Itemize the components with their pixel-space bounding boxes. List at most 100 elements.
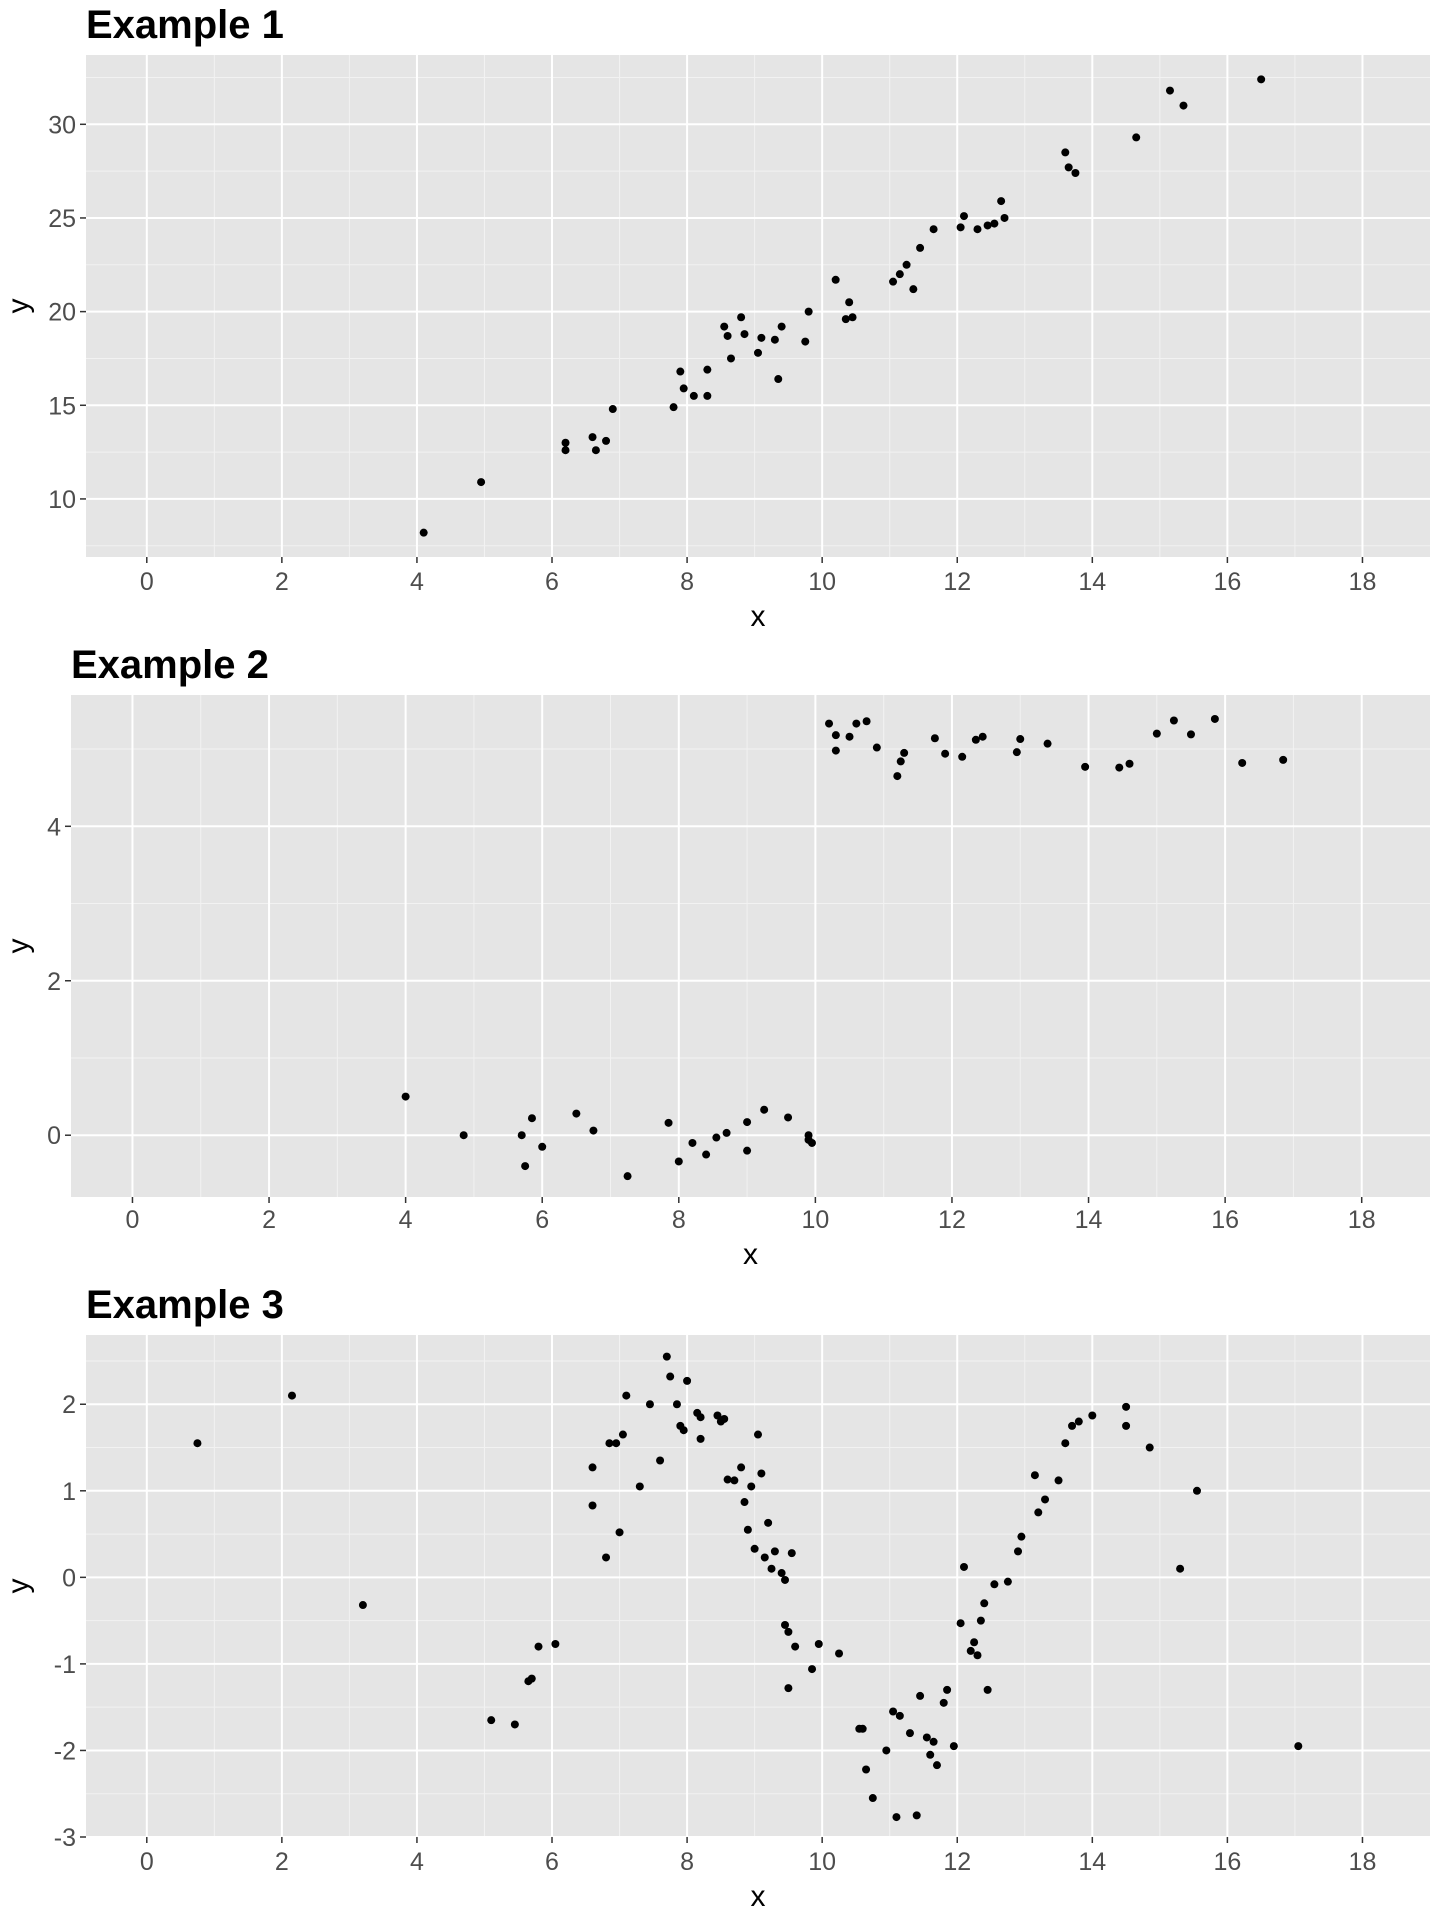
x-tick-label: 0: [140, 568, 154, 596]
y-tick-label: 25: [48, 205, 76, 233]
data-point: [973, 225, 982, 234]
data-point: [1115, 763, 1124, 772]
data-point: [852, 719, 861, 728]
data-point: [1017, 1532, 1026, 1541]
data-point: [534, 1642, 543, 1651]
data-point: [737, 313, 746, 322]
data-point: [845, 732, 854, 741]
data-point: [1012, 748, 1021, 757]
data-point: [720, 1414, 729, 1423]
x-tick-label: 4: [410, 1848, 424, 1876]
data-point: [930, 734, 939, 743]
data-point: [1054, 1476, 1063, 1485]
data-point: [193, 1439, 202, 1448]
data-point: [1132, 133, 1141, 142]
chart-title: Example 1: [86, 3, 284, 47]
data-point: [591, 446, 600, 455]
data-point: [743, 1118, 752, 1127]
data-point: [740, 1498, 749, 1507]
data-point: [770, 335, 779, 344]
data-point: [973, 1651, 982, 1660]
data-point: [862, 717, 871, 726]
data-point: [672, 1400, 681, 1409]
data-point: [902, 260, 911, 269]
data-point: [1125, 759, 1134, 768]
data-point: [841, 315, 850, 324]
data-point: [807, 1138, 816, 1147]
x-tick-label: 18: [1348, 1206, 1376, 1234]
data-point: [916, 243, 925, 252]
data-point: [958, 752, 967, 761]
y-tick-label: 0: [47, 1122, 61, 1150]
data-point: [971, 735, 980, 744]
data-point: [510, 1720, 519, 1729]
data-point: [722, 1128, 731, 1137]
data-point: [922, 1733, 931, 1742]
data-point: [608, 405, 617, 414]
data-point: [949, 1742, 958, 1751]
data-point: [754, 1430, 762, 1439]
data-point: [777, 1569, 786, 1578]
data-point: [835, 1649, 844, 1658]
data-point: [622, 1391, 631, 1400]
data-point: [1014, 1547, 1023, 1556]
data-point: [602, 436, 611, 445]
data-point: [978, 732, 987, 741]
data-point: [1081, 762, 1090, 771]
data-point: [804, 307, 813, 316]
data-point: [1165, 86, 1174, 95]
data-point: [1152, 729, 1161, 738]
data-point: [774, 375, 783, 384]
y-tick-label: 4: [47, 813, 61, 841]
data-point: [889, 277, 898, 286]
data-point: [656, 1456, 665, 1465]
data-point: [602, 1553, 611, 1562]
x-tick-label: 8: [680, 1848, 694, 1876]
y-tick-label: -1: [54, 1651, 76, 1679]
data-point: [808, 1665, 817, 1674]
data-point: [561, 438, 570, 447]
data-point: [781, 1620, 790, 1629]
data-point: [419, 528, 428, 537]
data-point: [623, 1172, 632, 1181]
data-point: [1000, 213, 1009, 222]
data-point: [713, 1411, 722, 1420]
data-point: [1088, 1411, 1097, 1420]
data-point: [1186, 730, 1195, 739]
plot-background: [86, 55, 1430, 557]
data-point: [831, 275, 840, 284]
data-point: [712, 1133, 721, 1142]
data-point: [757, 333, 766, 342]
data-point: [926, 1750, 935, 1759]
y-axis-title: y: [2, 1579, 35, 1594]
data-point: [674, 1157, 683, 1166]
x-tick-label: 10: [808, 1848, 836, 1876]
x-tick-label: 14: [1078, 568, 1106, 596]
data-point: [801, 337, 810, 346]
data-point: [912, 1811, 921, 1820]
x-tick-label: 18: [1349, 1848, 1377, 1876]
data-point: [1030, 1471, 1039, 1480]
data-point: [976, 1616, 985, 1625]
y-tick-label: 10: [48, 486, 76, 514]
data-point: [889, 1707, 898, 1716]
y-tick-label: 2: [62, 1391, 76, 1419]
y-tick-label: -2: [54, 1737, 76, 1765]
y-tick-label: 20: [48, 299, 76, 327]
data-point: [615, 1528, 624, 1537]
data-point: [896, 757, 905, 766]
data-point: [1122, 1402, 1131, 1411]
plot-background: [86, 1335, 1430, 1837]
x-tick-label: 4: [410, 568, 424, 596]
data-point: [588, 1463, 597, 1472]
data-point: [956, 1619, 965, 1628]
data-point: [666, 1372, 675, 1381]
data-point: [943, 1685, 952, 1694]
x-tick-label: 12: [938, 1206, 966, 1234]
data-point: [551, 1639, 560, 1648]
data-point: [1034, 1508, 1043, 1517]
data-point: [612, 1439, 621, 1448]
data-point: [1074, 1417, 1083, 1426]
data-point: [561, 446, 570, 455]
data-point: [747, 1482, 756, 1491]
